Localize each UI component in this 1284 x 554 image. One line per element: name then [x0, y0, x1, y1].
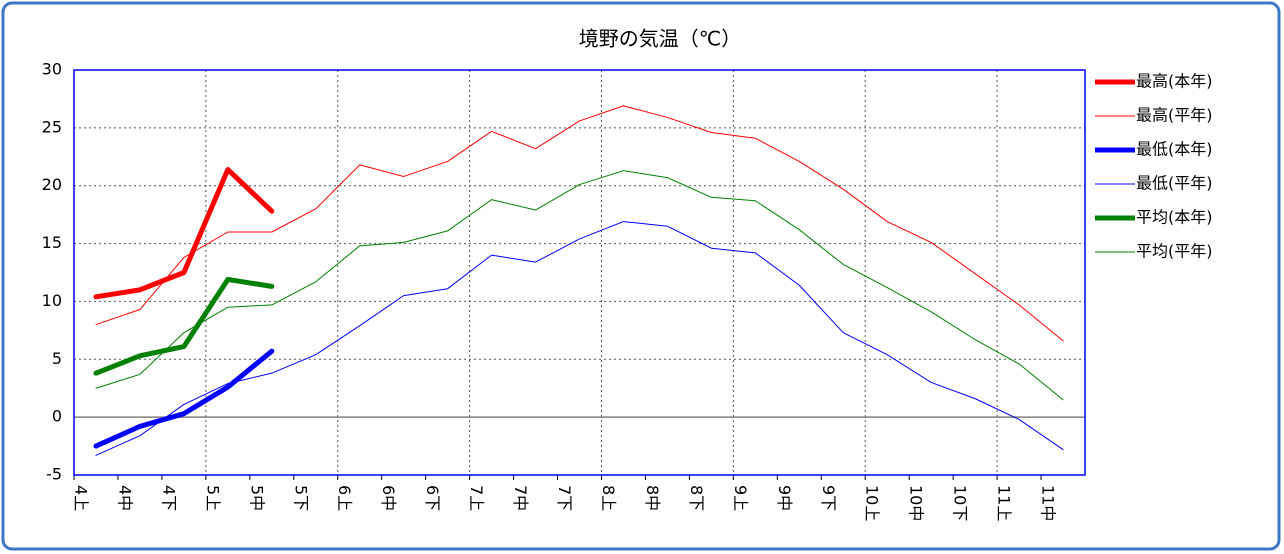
x-tick-label: 10中	[907, 485, 926, 521]
x-tick-label: 4中	[115, 485, 134, 511]
series-line	[93, 348, 275, 449]
x-tick-label: 8下	[687, 485, 706, 511]
legend-label: 最高(平年)	[1136, 106, 1213, 125]
y-tick-label: 30	[42, 60, 62, 79]
x-tick-label: 6中	[379, 485, 398, 511]
x-tick-label: 11中	[1039, 485, 1058, 521]
x-tick-label: 8上	[599, 485, 618, 511]
y-tick-label: -5	[46, 465, 62, 484]
x-tick-label: 10下	[951, 485, 970, 521]
x-tick-label: 6上	[335, 485, 354, 511]
chart-title: 境野の気温（℃）	[579, 27, 741, 51]
y-tick-label: 0	[52, 407, 62, 426]
series-line	[95, 221, 1064, 456]
y-tick-label: 15	[42, 233, 62, 252]
x-tick-label: 6下	[423, 485, 442, 511]
legend-label: 最低(平年)	[1136, 174, 1213, 193]
x-tick-label: 7中	[511, 485, 530, 511]
y-tick-label: 10	[42, 291, 62, 310]
x-tick-label: 7上	[467, 485, 486, 511]
y-tick-label: 25	[42, 117, 62, 136]
legend-label: 平均(平年)	[1136, 242, 1213, 261]
x-tick-label: 9中	[775, 485, 794, 511]
x-tick-label: 11上	[995, 485, 1014, 521]
legend-label: 最低(本年)	[1136, 140, 1213, 159]
x-tick-label: 8中	[643, 485, 662, 511]
series-line	[95, 170, 1064, 401]
legend-label: 平均(本年)	[1136, 208, 1213, 227]
x-tick-label: 7下	[555, 485, 574, 511]
y-tick-label: 20	[42, 175, 62, 194]
legend-label: 最高(本年)	[1136, 72, 1213, 91]
x-tick-label: 4上	[72, 485, 91, 511]
x-tick-label: 9上	[731, 485, 750, 511]
plot-border	[73, 69, 1086, 476]
x-tick-label: 5上	[203, 485, 222, 511]
series-line	[93, 276, 275, 376]
y-tick-label: 5	[52, 349, 62, 368]
x-tick-label: 5中	[247, 485, 266, 511]
plot-area	[74, 70, 1085, 475]
x-tick-label: 5下	[291, 485, 310, 511]
x-tick-label: 9下	[819, 485, 838, 511]
x-tick-label: 4下	[159, 485, 178, 511]
series-line	[93, 167, 275, 300]
x-tick-label: 10上	[863, 485, 882, 521]
series-line	[95, 105, 1064, 342]
